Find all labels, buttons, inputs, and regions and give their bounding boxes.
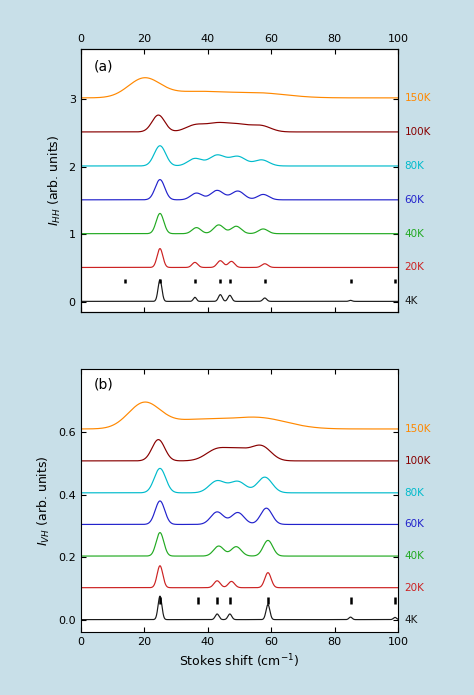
Text: 150K: 150K	[404, 424, 431, 434]
X-axis label: Stokes shift (cm$^{-1}$): Stokes shift (cm$^{-1}$)	[179, 653, 300, 671]
Text: 40K: 40K	[404, 229, 424, 238]
Text: 4K: 4K	[404, 296, 418, 306]
Text: 40K: 40K	[404, 551, 424, 561]
Y-axis label: $I_{VH}$ (arb. units): $I_{VH}$ (arb. units)	[36, 456, 53, 546]
Text: 100K: 100K	[404, 127, 431, 137]
Text: 4K: 4K	[404, 614, 418, 625]
Text: 60K: 60K	[404, 195, 424, 205]
Text: (a): (a)	[93, 59, 113, 73]
Text: 150K: 150K	[404, 93, 431, 103]
Text: 80K: 80K	[404, 488, 424, 498]
Text: (b): (b)	[93, 377, 113, 391]
Text: 100K: 100K	[404, 456, 431, 466]
Text: 20K: 20K	[404, 582, 424, 593]
Y-axis label: $I_{HH}$ (arb. units): $I_{HH}$ (arb. units)	[47, 135, 63, 226]
Text: 60K: 60K	[404, 519, 424, 530]
Text: 80K: 80K	[404, 161, 424, 171]
Text: 20K: 20K	[404, 263, 424, 272]
